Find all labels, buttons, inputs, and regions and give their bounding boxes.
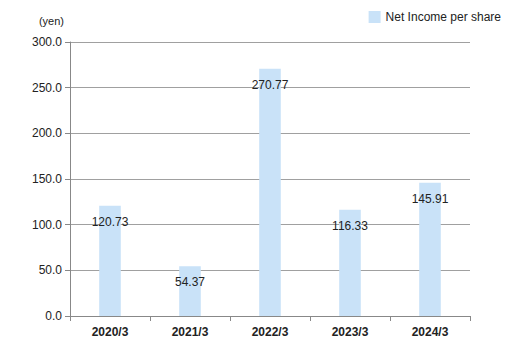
svg-text:300.0: 300.0 [32, 35, 62, 49]
svg-text:150.0: 150.0 [32, 172, 62, 186]
svg-text:2021/3: 2021/3 [172, 325, 209, 339]
svg-text:2020/3: 2020/3 [92, 325, 129, 339]
svg-text:250.0: 250.0 [32, 81, 62, 95]
svg-text:0.0: 0.0 [45, 309, 62, 323]
svg-text:120.73: 120.73 [92, 215, 129, 229]
svg-text:200.0: 200.0 [32, 126, 62, 140]
svg-text:2022/3: 2022/3 [252, 325, 289, 339]
svg-text:Net Income per share: Net Income per share [386, 10, 502, 24]
svg-text:270.77: 270.77 [252, 78, 289, 92]
svg-text:2023/3: 2023/3 [332, 325, 369, 339]
svg-text:100.0: 100.0 [32, 218, 62, 232]
svg-text:54.37: 54.37 [175, 275, 205, 289]
svg-text:50.0: 50.0 [39, 263, 63, 277]
svg-text:2024/3: 2024/3 [412, 325, 449, 339]
svg-text:(yen): (yen) [39, 15, 64, 27]
svg-text:145.91: 145.91 [412, 192, 449, 206]
svg-text:116.33: 116.33 [332, 219, 368, 233]
